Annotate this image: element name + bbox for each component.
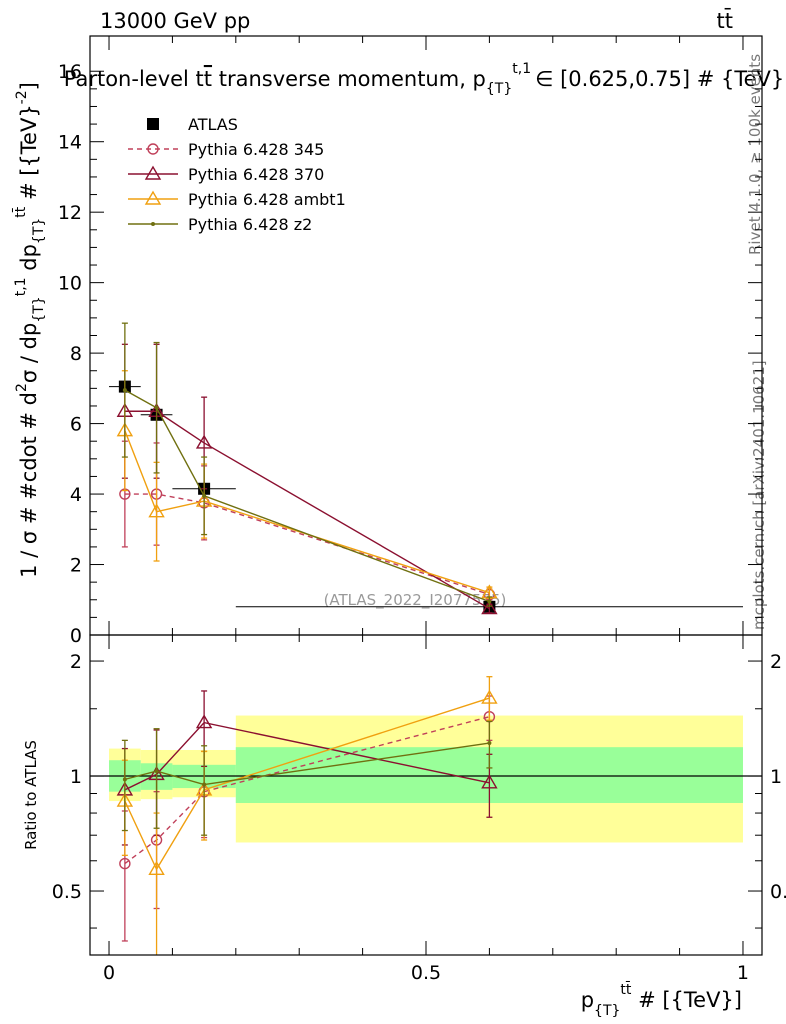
svg-text:1 / σ # #cdot # d2σ / dp{T}t,1: 1 / σ # #cdot # d2σ / dp{T}t,1 dp{T}tt̄ … [11,82,47,578]
main-ytick-label: 0 [70,625,82,647]
ratio-frame [89,634,763,956]
ratio-ytick-label-left: 1 [70,766,82,788]
process-label: tt̄ [717,8,733,33]
title-sup: t,1 [512,61,531,77]
ratio-ylabel: Ratio to ATLAS [22,740,40,850]
ratio-series-marker [481,689,498,704]
ratio-plot-area: 0.5 0.5 1 1 2 2 0 0.5 1 [52,634,786,984]
ratio-ytick-label-left: 0.5 [52,881,82,903]
main-ytick-label: 10 [58,273,82,295]
ylabel-exp: -2 [14,90,30,104]
legend-label: Pythia 6.428 ambt1 [188,190,346,209]
ratio-series-line [124,721,490,791]
main-series-line [124,430,490,594]
ratio-series-line [124,716,490,865]
main-series-line [124,410,490,610]
legend-marker [151,222,155,226]
ratio-series-marker [487,741,492,746]
beam-label: 13000 GeV pp [100,9,250,33]
main-ytick-label: 8 [70,343,82,365]
title-mid: transverse momentum, p [212,67,486,91]
ylabel-d: # [{TeV} [17,104,41,206]
ratio-series-marker [122,777,127,782]
main-ytick-label: 6 [70,414,82,436]
main-series-marker [481,600,498,615]
title-post: ∈ [0.625,0.75] # {TeV} [535,67,784,91]
ylabel-two: 2 [14,383,30,392]
mcplots-label: mcplots.cern.ch [arXiv:2401.10621] [750,360,768,630]
ylabel-c: dp [17,244,41,277]
main-ytick-label: 2 [70,555,82,577]
main-series-marker [122,388,127,393]
legend-marker [144,165,162,180]
title-tbar: t [204,67,212,91]
legend-label: Pythia 6.428 z2 [188,215,312,234]
rivet-label: Rivet 4.1.0, ≥ 100k events [746,54,764,255]
watermark-label: (ATLAS_2022_I2077575) [324,591,507,610]
ratio-series-line [124,742,490,786]
ylabel-e: ] [17,82,41,90]
ratio-ytick-label-right: 0.5 [770,881,786,903]
ratio-y-axis-title: Ratio to ATLAS [22,740,40,850]
legend-label: Pythia 6.428 370 [188,165,324,184]
side-labels: Rivet 4.1.0, ≥ 100k events mcplots.cern.… [746,54,768,630]
legend-marker [144,190,162,205]
ylabel-ttbar: tt̄ [11,206,29,217]
ratio-series-marker [481,774,498,789]
main-series-marker [487,599,492,604]
ratio-xtick-label: 0.5 [411,962,441,984]
ratio-ytick-label-left: 2 [70,651,82,673]
legend-atlas-label: ATLAS [188,115,238,134]
main-series-line [124,389,490,603]
ratio-series-marker [119,857,131,870]
legend-marker [147,143,159,155]
ratio-series-line [124,697,490,871]
xlabel-sup: tt̄ [620,980,631,998]
ratio-series-marker [202,782,207,787]
main-series-marker [154,405,159,410]
ylabel-b: σ / dp [17,323,41,383]
title-sub: {T} [486,81,512,97]
ylabel-t1: t,1 [13,277,29,296]
legend-atlas-marker [147,118,159,130]
ratio-xtick-label: 1 [737,962,749,984]
ylabel-sub2: {T} [31,218,47,244]
main-ytick-label: 14 [58,132,82,154]
ratio-series-marker [195,714,213,729]
ratio-series-marker [148,860,165,875]
xlabel-sub: {T} [594,1003,620,1019]
ratio-ytick-label-right: 2 [770,651,782,673]
main-series-marker [202,493,207,498]
x-axis-title: p{T}tt̄ # [{TeV}] [581,980,742,1019]
xlabel-post: # [{TeV}] [631,988,742,1012]
main-series-line [124,493,490,596]
main-y-axis-title: 1 / σ # #cdot # d2σ / dp{T}t,1 dp{T}tt̄ … [11,82,47,578]
main-ytick-label: 12 [58,202,82,224]
main-series-marker [195,434,213,449]
legend-label: Pythia 6.428 345 [188,140,324,159]
main-title: Parton-level tt transverse momentum, p{T… [64,61,785,97]
main-ytick-label: 4 [70,484,82,506]
title-pre: Parton-level t [64,67,204,91]
main-ytick-label: 16 [58,61,82,83]
main-series-marker [148,503,165,518]
ratio-ytick-label-right: 1 [770,766,782,788]
ylabel-sub1: {T} [31,296,47,322]
ylabel-a: 1 / σ # #cdot # d [17,392,41,578]
main-plot-area: 0 2 4 6 8 10 12 14 16 (ATLAS_2022_I2077575) ATLAS P… [58,35,763,647]
xlabel-p: p [581,988,594,1012]
ratio-xtick-label: 0 [103,962,115,984]
ratio-series-marker [154,769,159,774]
